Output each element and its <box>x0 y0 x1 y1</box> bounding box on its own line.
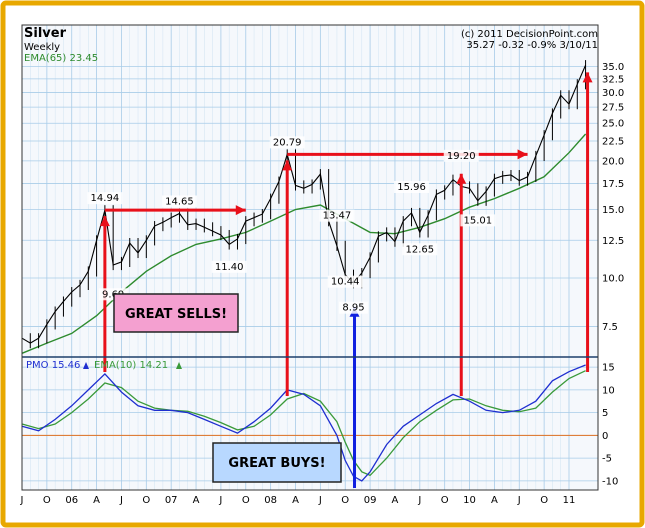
point-label-bg <box>211 260 247 273</box>
periodicity-label: Weekly <box>24 42 60 53</box>
point-label-bg <box>394 181 430 194</box>
up-arrow-icon <box>176 362 182 369</box>
x-tick-label: O <box>540 495 548 506</box>
price-tick-label: 10.0 <box>602 273 624 284</box>
great-buys-text: GREAT BUYS! <box>228 456 325 471</box>
price-tick-label: 15.0 <box>602 205 624 216</box>
panel-outline <box>21 24 599 491</box>
x-tick-label: O <box>142 495 150 506</box>
great-sells-callout: GREAT SELLS! <box>113 293 239 333</box>
great-sells-text: GREAT SELLS! <box>125 307 227 322</box>
x-tick-label: A <box>392 495 399 506</box>
pmo-tick-label: 10 <box>602 385 615 396</box>
x-tick-label: A <box>292 495 299 506</box>
pmo-layer <box>21 364 586 482</box>
axis-layer: J O 06 A J O 07 A J O 08 A J O 09 A J O 10 A J O 11 7.5 10.0 12.5… <box>20 62 625 506</box>
price-tick-label: 25.0 <box>602 119 624 130</box>
quote-label: 35.27 -0.32 -0.9% 3/10/11 <box>466 40 598 51</box>
point-label: 19.20 <box>447 151 476 162</box>
x-tick-label: O <box>341 495 349 506</box>
price-tick-label: 7.5 <box>602 322 618 333</box>
x-tick-label: O <box>242 495 250 506</box>
price-tick-label: 20.0 <box>602 156 624 167</box>
sell-arrow-vertical-head <box>99 216 110 227</box>
point-label: 13.47 <box>323 211 352 222</box>
sell-arrow-vertical-head <box>582 72 593 83</box>
x-tick-label: A <box>491 495 498 506</box>
x-tick-label: J <box>417 495 421 506</box>
sell-arrow-horizontal-head <box>235 205 246 216</box>
ema-legend: EMA(65) 23.45 <box>24 53 98 64</box>
price-layer <box>21 60 587 349</box>
x-tick-label: 08 <box>264 495 277 506</box>
label-layer: 14.94 9.69 14.65 11.40 20.79 13.47 10.44 8.95 15… <box>87 136 496 314</box>
pmo-tick-label: 5 <box>602 408 608 419</box>
x-tick-label: 10 <box>463 495 476 506</box>
great-buys-box <box>212 442 342 483</box>
pmo-signal-line <box>21 370 586 477</box>
up-arrow-icon <box>83 362 89 369</box>
pmo-legend: PMO 15.46 EMA(10) 14.21 <box>26 360 182 371</box>
x-tick-label: 09 <box>364 495 377 506</box>
x-tick-label: J <box>517 495 521 506</box>
price-tick-label: 22.5 <box>602 137 624 148</box>
sell-arrow-horizontal-head <box>517 149 528 160</box>
pmo-tick-label: -10 <box>602 476 618 487</box>
x-tick-label: 11 <box>563 495 576 506</box>
point-label-bg <box>460 214 496 227</box>
sell-arrow-vertical-head <box>456 173 467 184</box>
point-label-bg <box>319 209 355 222</box>
pmo-legend-label: PMO 15.46 <box>26 360 80 371</box>
point-label: 20.79 <box>273 137 302 148</box>
sell-arrow-vertical-head <box>282 160 293 171</box>
point-label-bg <box>161 195 197 208</box>
pmo-tick-label: 15 <box>602 363 615 374</box>
price-tick-label: 32.5 <box>602 74 624 85</box>
x-tick-label: J <box>318 495 322 506</box>
x-tick-label: A <box>193 495 200 506</box>
point-label-bg <box>327 275 363 288</box>
x-tick-label: 06 <box>65 495 78 506</box>
point-label: 9.69 <box>102 289 124 300</box>
price-tick-label: 30.0 <box>602 88 624 99</box>
point-label-bg <box>269 136 305 149</box>
point-label-bg <box>87 192 123 205</box>
point-label: 14.94 <box>91 193 120 204</box>
point-label: 15.01 <box>464 215 493 226</box>
price-tick-label: 12.5 <box>602 236 624 247</box>
price-tick-label: 35.0 <box>602 62 624 73</box>
pmo-tick-label: -5 <box>602 454 612 465</box>
pmo-ema-legend-label: EMA(10) 14.21 <box>94 360 168 371</box>
x-tick-label: J <box>20 495 24 506</box>
pmo-tick-label: 0 <box>602 431 608 442</box>
point-label-bg <box>339 301 368 314</box>
price-tick-label: 27.5 <box>602 103 624 114</box>
x-tick-label: A <box>93 495 100 506</box>
copyright-label: (c) 2011 DecisionPoint.com <box>461 29 598 40</box>
price-tick-label: 17.5 <box>602 179 624 190</box>
point-label: 14.65 <box>165 196 194 207</box>
x-tick-label: J <box>119 495 123 506</box>
chart-title: Silver <box>24 26 67 41</box>
price-panel-bg <box>22 25 598 356</box>
point-label: 8.95 <box>342 303 364 314</box>
great-sells-box <box>113 293 239 333</box>
point-label: 11.40 <box>215 262 244 273</box>
great-buys-callout: GREAT BUYS! <box>212 442 342 483</box>
point-label-bg <box>443 149 479 162</box>
point-label: 15.96 <box>397 182 426 193</box>
pmo-line <box>21 364 586 482</box>
x-tick-label: 07 <box>165 495 178 506</box>
point-label: 10.44 <box>331 277 360 288</box>
x-tick-label: O <box>43 495 51 506</box>
point-label-bg <box>402 243 438 256</box>
grid <box>21 25 598 490</box>
x-tick-label: O <box>441 495 449 506</box>
x-tick-label: J <box>218 495 222 506</box>
point-label: 12.65 <box>405 244 434 255</box>
